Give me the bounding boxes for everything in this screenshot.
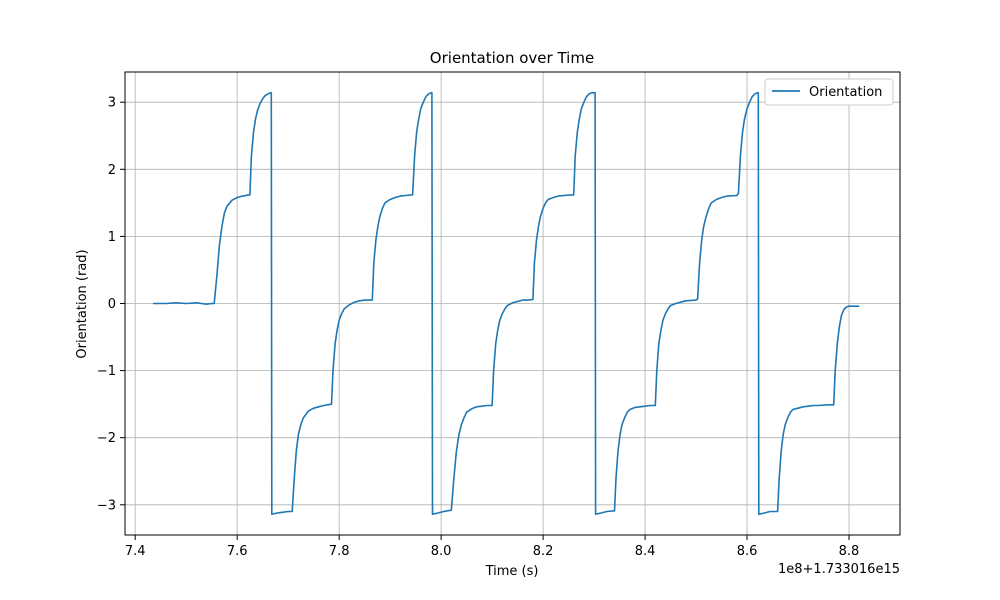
- x-tick-label: 7.6: [227, 544, 248, 559]
- y-tick-label: 3: [108, 96, 116, 111]
- x-tick-label: 7.4: [125, 544, 146, 559]
- y-tick-label: −3: [97, 498, 116, 513]
- y-tick-label: 0: [108, 297, 116, 312]
- x-axis-offset-label: 1e8+1.733016e15: [778, 562, 900, 577]
- x-tick-label: 8.6: [737, 544, 758, 559]
- legend: Orientation: [764, 78, 894, 106]
- chart-title: Orientation over Time: [430, 49, 594, 67]
- x-tick-label: 8.4: [635, 544, 656, 559]
- y-tick-label: −1: [97, 364, 116, 379]
- y-tick-label: 1: [108, 230, 116, 245]
- grid: [125, 72, 900, 535]
- y-axis: 3 2 1 0 −1 −2 −3: [97, 96, 125, 513]
- x-tick-label: 8.2: [533, 544, 554, 559]
- y-tick-label: 2: [108, 163, 116, 178]
- series-layer: [153, 92, 860, 515]
- y-axis-label: Orientation (rad): [75, 249, 90, 358]
- y-tick-label: −2: [97, 431, 116, 446]
- legend-label-orientation: Orientation: [809, 85, 882, 100]
- x-tick-label: 8.8: [839, 544, 860, 559]
- series-line-orientation: [153, 92, 860, 515]
- x-tick-label: 8.0: [431, 544, 452, 559]
- x-tick-label: 7.8: [329, 544, 350, 559]
- x-axis: 7.4 7.6 7.8 8.0 8.2 8.4 8.6 8.8: [125, 535, 860, 559]
- legend-box: [764, 78, 894, 106]
- x-axis-label: Time (s): [485, 564, 539, 579]
